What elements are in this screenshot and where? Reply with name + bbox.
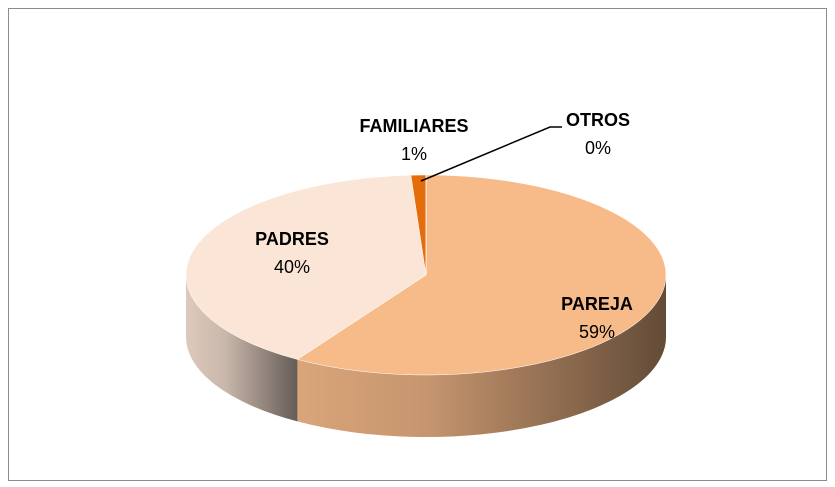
pie-sides bbox=[186, 275, 666, 437]
pie-slice bbox=[296, 174, 667, 376]
side-shade bbox=[297, 275, 666, 437]
slice-value-label: 59% bbox=[579, 322, 615, 342]
slice-value-label: 0% bbox=[585, 138, 611, 158]
slice-value-label: 1% bbox=[401, 144, 427, 164]
pie-tops bbox=[185, 174, 667, 376]
pie-slice bbox=[185, 174, 427, 360]
slice-name: OTROS bbox=[566, 110, 630, 130]
slice-name: PAREJA bbox=[561, 294, 633, 314]
labels: PAREJA 59% PADRES 40% FAMILIARES 1% OTROS 0% bbox=[255, 110, 633, 342]
slice-value-label: 40% bbox=[274, 257, 310, 277]
slice-name: FAMILIARES bbox=[359, 116, 468, 136]
slice-name: PADRES bbox=[255, 229, 329, 249]
side-shade bbox=[186, 275, 298, 422]
leader-line bbox=[420, 126, 562, 182]
